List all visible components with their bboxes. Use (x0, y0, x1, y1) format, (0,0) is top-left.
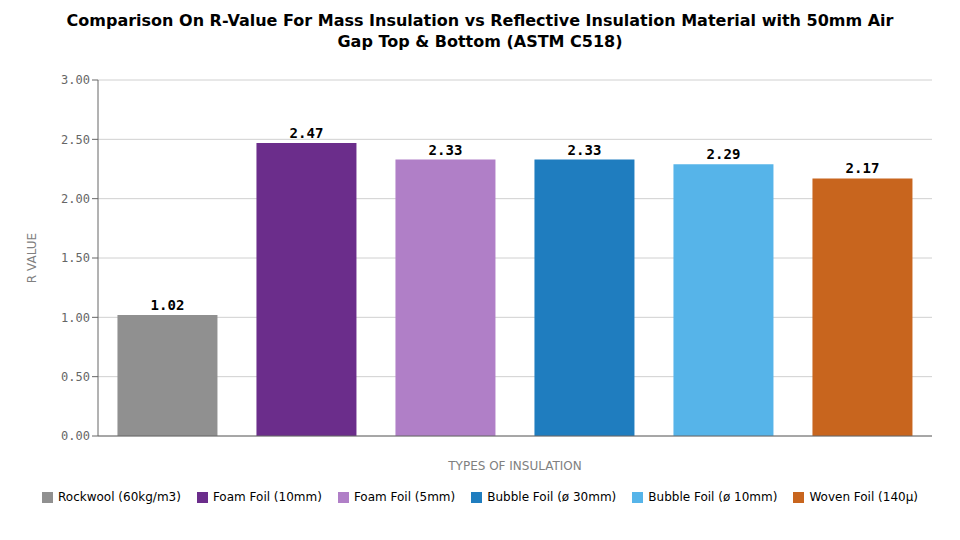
html-text:Foam Foil (10mm): Foam Foil (10mm) (212, 490, 322, 504)
svg-text:1.00: 1.00 (61, 311, 90, 325)
svg-text:1.50: 1.50 (61, 251, 90, 265)
svg-text:2.17: 2.17 (846, 160, 880, 176)
svg-text:R VALUE: R VALUE (25, 233, 39, 283)
html-text:Comparison On R-Value For Mass: Comparison On R-Value For Mass Insulatio… (66, 11, 894, 51)
svg-text:2.33: 2.33 (568, 142, 602, 158)
svg-text:2.29: 2.29 (707, 146, 741, 162)
svg-text:TYPES OF INSULATION: TYPES OF INSULATION (447, 459, 582, 473)
svg-text:0.00: 0.00 (61, 429, 90, 443)
svg-text:2.50: 2.50 (61, 133, 90, 147)
html-text:Rockwool (60kg/m3): Rockwool (60kg/m3) (58, 490, 181, 504)
svg-text:3.00: 3.00 (61, 73, 90, 87)
html-text:Woven Foil (140μ): Woven Foil (140μ) (809, 490, 918, 504)
html-text:Bubble Foil (ø 30mm): Bubble Foil (ø 30mm) (487, 490, 617, 504)
html-text:Foam Foil (5mm): Foam Foil (5mm) (353, 490, 456, 504)
svg-text:2.47: 2.47 (290, 125, 324, 141)
svg-text:2.33: 2.33 (429, 142, 463, 158)
svg-text:0.50: 0.50 (61, 370, 90, 384)
svg-text:2.00: 2.00 (61, 192, 90, 206)
html-text:Bubble Foil (ø 10mm): Bubble Foil (ø 10mm) (648, 490, 778, 504)
svg-text:1.02: 1.02 (151, 297, 185, 313)
